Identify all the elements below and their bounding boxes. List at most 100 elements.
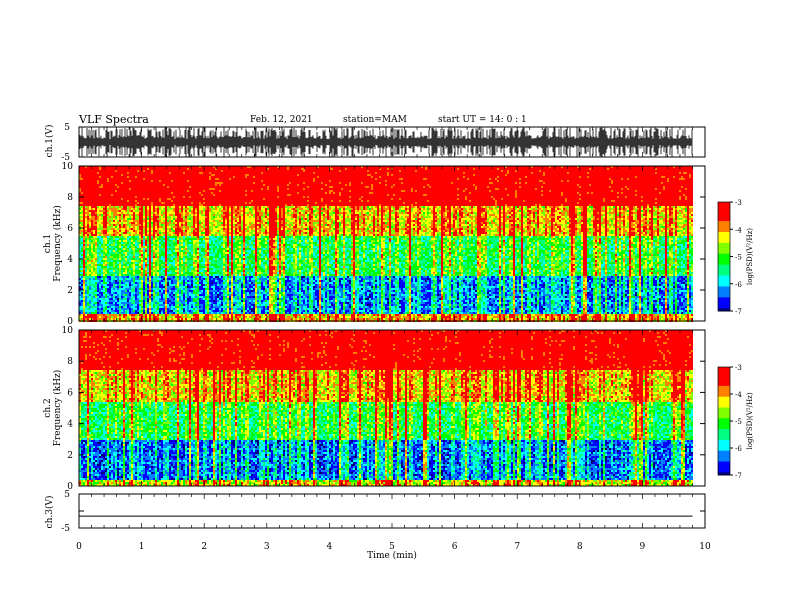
ch1-spectrogram-panel: 0 2 4 6 8 10 ch.1 Frequency (kHz)	[43, 162, 706, 327]
xaxis-tick-label: 10	[699, 542, 711, 552]
colorbar-step	[718, 388, 730, 392]
colorbar-step	[718, 256, 730, 260]
colorbar-step	[718, 264, 730, 268]
ch1-ytick-label: 8	[67, 193, 73, 203]
colorbar-tick-label: -7	[735, 308, 742, 316]
colorbar-step	[718, 305, 730, 309]
ch2-spectrogram-ylabel: ch.2	[43, 398, 53, 417]
ch3-waveform-frame	[78, 493, 706, 529]
colorbar-step	[718, 380, 730, 384]
colorbar-step	[718, 437, 730, 441]
ch1-ytick-label: 0	[67, 317, 73, 327]
colorbar-tick-label: -5	[735, 418, 742, 426]
xaxis-tick-label: 9	[640, 542, 646, 552]
ch2-ytick-label: 0	[67, 482, 73, 492]
colorbar-step	[718, 223, 730, 228]
colorbar-step	[718, 234, 730, 238]
ch3-ytick-label: 5	[64, 490, 70, 500]
colorbar-step	[718, 212, 730, 217]
xaxis-tick-label: 2	[201, 542, 207, 552]
colorbar-step	[718, 275, 730, 279]
colorbar-step	[718, 426, 730, 430]
colorbar-step	[718, 245, 730, 249]
colorbar-step	[718, 458, 730, 462]
colorbar-step	[718, 450, 730, 454]
colorbar-step	[718, 404, 730, 408]
colorbar-tick-label: -6	[735, 445, 742, 453]
colorbar-step	[718, 240, 730, 244]
ch1-colorbar-label: log(PSD)(V²/Hz)	[746, 228, 754, 285]
colorbar-tick-label: -6	[735, 281, 742, 289]
ch2-colorbar-label: log(PSD)(V²/Hz)	[746, 392, 754, 449]
colorbar-step	[718, 248, 730, 252]
time-axis: 0 1 2 3 4 5 6 7 8 9 10	[76, 542, 711, 552]
ch3-ytick-label: -5	[61, 524, 70, 534]
colorbar-tick-label: -3	[735, 199, 742, 207]
colorbar-step	[718, 270, 730, 274]
colorbar-step	[718, 294, 730, 298]
colorbar-tick-label: -4	[735, 391, 742, 399]
colorbar-step	[718, 396, 730, 400]
ch2-spectrogram-ylabel-2: Frequency (kHz)	[52, 370, 63, 447]
xaxis-tick-label: 8	[577, 542, 583, 552]
colorbar-step	[718, 207, 730, 211]
colorbar-step	[718, 377, 730, 381]
colorbar-step	[718, 367, 730, 371]
xaxis-tick-label: 6	[452, 542, 458, 552]
colorbar-step	[718, 375, 730, 379]
ch1-waveform-trace	[78, 127, 693, 157]
colorbar-step	[718, 231, 730, 236]
colorbar-step	[718, 278, 730, 282]
colorbar-step	[718, 286, 730, 290]
ch2-ytick-label: 4	[67, 420, 73, 430]
spectrogram-cells-ch1	[79, 166, 693, 322]
colorbar-step	[718, 226, 730, 230]
ch1-spectrogram-ylabel-2: Frequency (kHz)	[52, 205, 63, 282]
header-start-time: start UT = 14: 0 : 1	[438, 115, 527, 125]
ch2-colorbar: -3 -4 -5 -6 -7 log(PSD)(V²/Hz)	[717, 364, 754, 480]
colorbar-step	[718, 402, 730, 406]
colorbar-step	[718, 283, 730, 287]
ch3-waveform-ylabel: ch.3(V)	[44, 496, 55, 529]
ch2-ytick-label: 10	[62, 326, 74, 336]
colorbar-step	[718, 464, 730, 468]
ch1-ytick-label: 6	[67, 224, 73, 234]
xaxis-tick-label: 0	[76, 542, 82, 552]
colorbar-step	[718, 215, 730, 219]
colorbar-step	[718, 204, 730, 208]
colorbar-tick-label: -3	[735, 364, 742, 372]
colorbar-step	[718, 439, 730, 444]
colorbar-step	[718, 472, 730, 476]
header-station: station=MAM	[343, 115, 407, 125]
colorbar-step	[718, 453, 730, 457]
colorbar-step	[718, 407, 730, 411]
colorbar-step	[718, 202, 730, 206]
colorbar-step	[718, 410, 730, 414]
colorbar-step	[718, 391, 730, 395]
colorbar-step	[718, 418, 730, 422]
spectrogram-cells-ch2	[79, 330, 693, 486]
ch1-ytick-label: 10	[62, 162, 74, 172]
colorbar-step	[718, 291, 730, 296]
ch1-ytick-label: 2	[67, 286, 73, 296]
xaxis-tick-label: 1	[139, 542, 145, 552]
colorbar-step	[718, 261, 730, 266]
colorbar-step	[718, 210, 730, 214]
ch1-waveform-ylabel: ch.1(V)	[44, 125, 55, 158]
ch2-ytick-label: 2	[67, 451, 73, 461]
ch1-waveform-panel: 5 -5	[61, 123, 706, 163]
colorbar-step	[718, 385, 730, 390]
ch2-ytick-label: 6	[67, 388, 73, 398]
ch1-ytick-label: -5	[61, 153, 70, 163]
colorbar-step	[718, 242, 730, 247]
ch1-colorbar: -3 -4 -5 -6 -7 log(PSD)(V²/Hz)	[717, 199, 754, 316]
colorbar-step	[718, 369, 730, 373]
ch1-spectrogram-ylabel: ch.1	[43, 234, 53, 253]
colorbar-step	[718, 251, 730, 255]
colorbar-step	[718, 394, 730, 398]
figure-title: VLF Spectra	[78, 113, 149, 126]
colorbar-step	[718, 445, 730, 449]
xaxis-tick-label: 5	[389, 542, 395, 552]
header-date: Feb. 12, 2021	[250, 115, 313, 125]
